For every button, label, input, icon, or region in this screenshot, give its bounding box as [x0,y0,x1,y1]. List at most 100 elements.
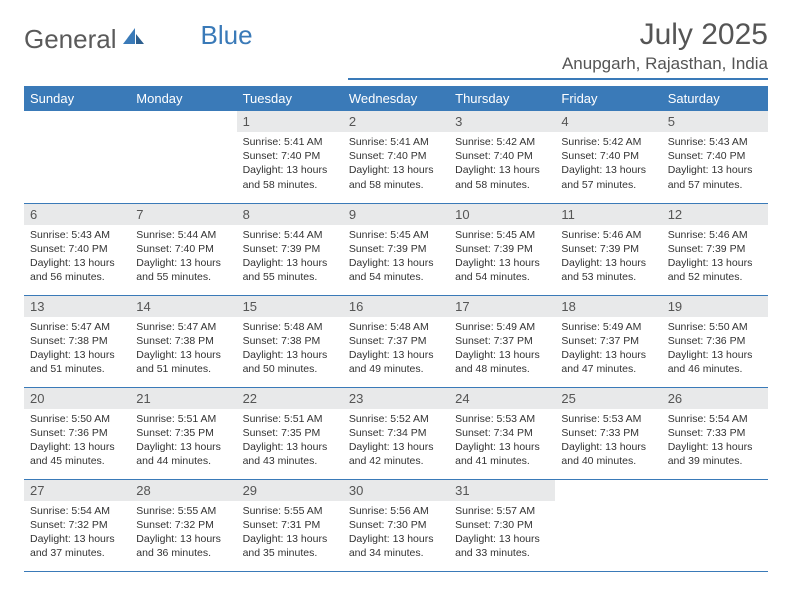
day-number: 7 [130,204,236,225]
day-number: 18 [555,296,661,317]
sunrise-text: Sunrise: 5:50 AM [668,320,762,334]
day-number: 11 [555,204,661,225]
day-number: 6 [24,204,130,225]
sunrise-text: Sunrise: 5:45 AM [349,228,443,242]
daylight-text: Daylight: 13 hours [30,348,124,362]
daylight-text-2: and 51 minutes. [30,362,124,376]
calendar-cell: 17Sunrise: 5:49 AMSunset: 7:37 PMDayligh… [449,295,555,387]
day-number: 14 [130,296,236,317]
daylight-text: Daylight: 13 hours [30,256,124,270]
daylight-text: Daylight: 13 hours [455,440,549,454]
daylight-text: Daylight: 13 hours [30,440,124,454]
sunset-text: Sunset: 7:38 PM [136,334,230,348]
day-details: Sunrise: 5:46 AMSunset: 7:39 PMDaylight:… [555,225,661,289]
sunrise-text: Sunrise: 5:55 AM [243,504,337,518]
brand-logo: General Blue [24,24,253,55]
calendar-table: SundayMondayTuesdayWednesdayThursdayFrid… [24,86,768,572]
daylight-text-2: and 54 minutes. [349,270,443,284]
sail-icon [121,26,145,53]
daylight-text-2: and 58 minutes. [455,178,549,192]
sunrise-text: Sunrise: 5:47 AM [136,320,230,334]
day-number: 27 [24,480,130,501]
calendar-cell: 10Sunrise: 5:45 AMSunset: 7:39 PMDayligh… [449,203,555,295]
calendar-cell: 26Sunrise: 5:54 AMSunset: 7:33 PMDayligh… [662,387,768,479]
day-details: Sunrise: 5:54 AMSunset: 7:33 PMDaylight:… [662,409,768,473]
day-number: 25 [555,388,661,409]
sunrise-text: Sunrise: 5:52 AM [349,412,443,426]
calendar-cell: 21Sunrise: 5:51 AMSunset: 7:35 PMDayligh… [130,387,236,479]
calendar-cell: 3Sunrise: 5:42 AMSunset: 7:40 PMDaylight… [449,111,555,203]
day-number: 30 [343,480,449,501]
sunrise-text: Sunrise: 5:51 AM [136,412,230,426]
day-details: Sunrise: 5:54 AMSunset: 7:32 PMDaylight:… [24,501,130,565]
day-details: Sunrise: 5:44 AMSunset: 7:40 PMDaylight:… [130,225,236,289]
daylight-text-2: and 54 minutes. [455,270,549,284]
day-number: 22 [237,388,343,409]
daylight-text-2: and 51 minutes. [136,362,230,376]
daylight-text: Daylight: 13 hours [561,348,655,362]
day-details: Sunrise: 5:48 AMSunset: 7:38 PMDaylight:… [237,317,343,381]
title-block: July 2025 Anupgarh, Rajasthan, India [348,18,768,80]
calendar-cell: 27Sunrise: 5:54 AMSunset: 7:32 PMDayligh… [24,479,130,571]
sunset-text: Sunset: 7:40 PM [30,242,124,256]
calendar-cell [24,111,130,203]
daylight-text-2: and 57 minutes. [668,178,762,192]
day-details: Sunrise: 5:55 AMSunset: 7:32 PMDaylight:… [130,501,236,565]
calendar-row: 6Sunrise: 5:43 AMSunset: 7:40 PMDaylight… [24,203,768,295]
day-number: 1 [237,111,343,132]
sunset-text: Sunset: 7:38 PM [30,334,124,348]
weekday-header: Wednesday [343,86,449,111]
calendar-cell: 13Sunrise: 5:47 AMSunset: 7:38 PMDayligh… [24,295,130,387]
sunrise-text: Sunrise: 5:48 AM [243,320,337,334]
day-number: 19 [662,296,768,317]
sunrise-text: Sunrise: 5:57 AM [455,504,549,518]
day-details: Sunrise: 5:56 AMSunset: 7:30 PMDaylight:… [343,501,449,565]
calendar-cell: 24Sunrise: 5:53 AMSunset: 7:34 PMDayligh… [449,387,555,479]
sunrise-text: Sunrise: 5:42 AM [561,135,655,149]
calendar-cell [555,479,661,571]
sunrise-text: Sunrise: 5:49 AM [455,320,549,334]
sunset-text: Sunset: 7:32 PM [136,518,230,532]
daylight-text-2: and 36 minutes. [136,546,230,560]
sunrise-text: Sunrise: 5:54 AM [30,504,124,518]
sunrise-text: Sunrise: 5:50 AM [30,412,124,426]
calendar-cell: 19Sunrise: 5:50 AMSunset: 7:36 PMDayligh… [662,295,768,387]
calendar-row: 1Sunrise: 5:41 AMSunset: 7:40 PMDaylight… [24,111,768,203]
sunset-text: Sunset: 7:34 PM [455,426,549,440]
day-number: 26 [662,388,768,409]
day-details: Sunrise: 5:47 AMSunset: 7:38 PMDaylight:… [24,317,130,381]
daylight-text-2: and 50 minutes. [243,362,337,376]
brand-part1: General [24,24,117,55]
sunset-text: Sunset: 7:40 PM [668,149,762,163]
daylight-text-2: and 46 minutes. [668,362,762,376]
calendar-body: 1Sunrise: 5:41 AMSunset: 7:40 PMDaylight… [24,111,768,571]
day-details: Sunrise: 5:44 AMSunset: 7:39 PMDaylight:… [237,225,343,289]
daylight-text: Daylight: 13 hours [136,440,230,454]
sunset-text: Sunset: 7:31 PM [243,518,337,532]
day-details: Sunrise: 5:50 AMSunset: 7:36 PMDaylight:… [24,409,130,473]
calendar-cell: 25Sunrise: 5:53 AMSunset: 7:33 PMDayligh… [555,387,661,479]
day-number: 10 [449,204,555,225]
day-details: Sunrise: 5:41 AMSunset: 7:40 PMDaylight:… [237,132,343,196]
weekday-header: Saturday [662,86,768,111]
header: General Blue July 2025 Anupgarh, Rajasth… [24,18,768,80]
day-details: Sunrise: 5:51 AMSunset: 7:35 PMDaylight:… [237,409,343,473]
sunset-text: Sunset: 7:39 PM [561,242,655,256]
daylight-text: Daylight: 13 hours [243,163,337,177]
day-details: Sunrise: 5:42 AMSunset: 7:40 PMDaylight:… [449,132,555,196]
daylight-text-2: and 41 minutes. [455,454,549,468]
day-number: 31 [449,480,555,501]
daylight-text: Daylight: 13 hours [30,532,124,546]
daylight-text: Daylight: 13 hours [349,348,443,362]
sunrise-text: Sunrise: 5:44 AM [136,228,230,242]
calendar-cell: 4Sunrise: 5:42 AMSunset: 7:40 PMDaylight… [555,111,661,203]
sunset-text: Sunset: 7:36 PM [668,334,762,348]
daylight-text-2: and 33 minutes. [455,546,549,560]
sunset-text: Sunset: 7:39 PM [243,242,337,256]
weekday-header: Friday [555,86,661,111]
sunrise-text: Sunrise: 5:53 AM [561,412,655,426]
sunset-text: Sunset: 7:33 PM [561,426,655,440]
weekday-header: Monday [130,86,236,111]
sunrise-text: Sunrise: 5:51 AM [243,412,337,426]
sunset-text: Sunset: 7:40 PM [136,242,230,256]
